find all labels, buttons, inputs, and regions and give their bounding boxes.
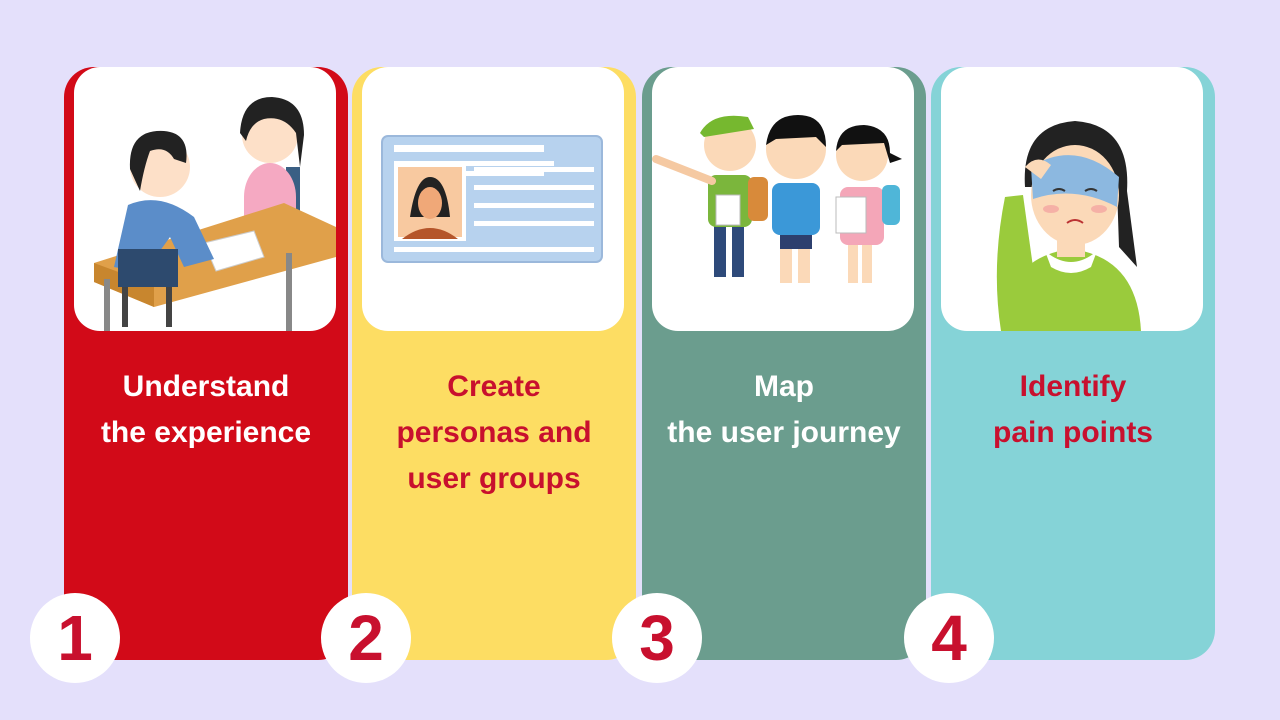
step-title-line: user groups (407, 462, 581, 495)
step-card-4: Identify pain points (931, 67, 1215, 660)
step-number-badge-3: 3 (612, 593, 702, 683)
interview-illustration (74, 67, 336, 331)
step-number-badge-2: 2 (321, 593, 411, 683)
kids-exploring-illustration (652, 67, 914, 331)
step-title-line: the user journey (667, 416, 901, 449)
step-title-line: Understand (122, 370, 290, 403)
step-number-badge-1: 1 (30, 593, 120, 683)
step-title-4: Identify pain points (931, 364, 1215, 456)
step-title-line: the experience (100, 416, 312, 449)
step-card-2: Create personas and user groups (352, 67, 636, 660)
step-card-1: Understand the experience (64, 67, 348, 660)
persona-id-card-illustration (362, 67, 624, 331)
worried-woman-illustration (941, 67, 1203, 331)
step-card-3: Map the user journey (642, 67, 926, 660)
step-title-3: Map the user journey (642, 364, 926, 456)
step-title-line: Identify (1019, 370, 1127, 403)
step-title-line: Map (754, 370, 814, 403)
step-title-line: pain points (993, 416, 1153, 449)
step-title-2: Create personas and user groups (352, 364, 636, 502)
step-number-badge-4: 4 (904, 593, 994, 683)
step-title-line: personas and (396, 416, 592, 449)
step-title-1: Understand the experience (64, 364, 348, 456)
step-title-line: Create (447, 370, 541, 403)
